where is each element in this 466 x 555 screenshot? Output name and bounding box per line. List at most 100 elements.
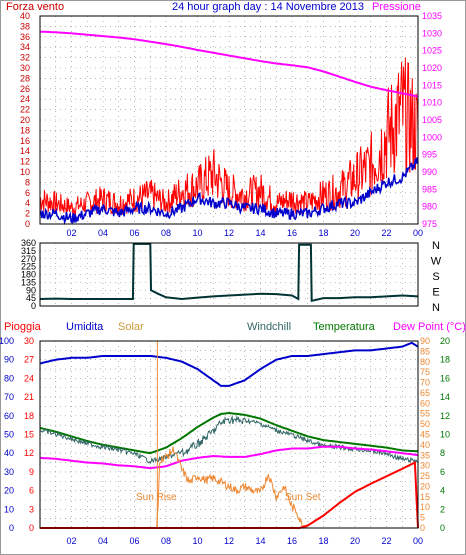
rain-axis-tick-6: 6 <box>29 486 34 496</box>
humidity-axis-tick-40: 40 <box>4 448 14 458</box>
climate-panel-x-tick-12: 12 <box>224 536 234 546</box>
solar-axis-tick-50: 50 <box>420 419 430 429</box>
humidity-axis-tick-30: 30 <box>4 467 14 477</box>
temperature-axis-tick-12: 12 <box>440 411 450 421</box>
pressure-axis-tick-990: 990 <box>422 167 437 177</box>
dew-point-series-line <box>39 445 419 470</box>
wind-axis-tick-28: 28 <box>20 73 30 83</box>
temperature-axis-tick-6: 6 <box>440 467 445 477</box>
climate-panel-x-tick-06: 06 <box>129 536 139 546</box>
pressure-axis-tick-1035: 1035 <box>422 11 442 21</box>
direction-axis-tick-45: 45 <box>26 293 36 303</box>
wind-panel-x-tick-12: 12 <box>224 228 234 238</box>
solar-axis-tick-55: 55 <box>420 409 430 419</box>
grid-layer <box>40 16 418 528</box>
legend-temperature: Temperatura <box>313 321 376 333</box>
sun-rise-label: Sun Rise <box>136 492 177 503</box>
temperature-axis-tick-10: 10 <box>440 430 450 440</box>
temperature-axis-tick-0: 0 <box>440 523 445 533</box>
rain-axis-tick-30: 30 <box>24 336 34 346</box>
solar-axis-tick-75: 75 <box>420 367 430 377</box>
solar-axis-tick-90: 90 <box>420 336 430 346</box>
legend-rain: Pioggia <box>4 321 42 333</box>
rain-axis-tick-24: 24 <box>24 373 34 383</box>
pressure-axis-tick-975: 975 <box>422 219 437 229</box>
temperature-axis-tick-18: 18 <box>440 355 450 365</box>
humidity-axis-tick-0: 0 <box>9 523 14 533</box>
wind-panel-x-tick-02: 02 <box>66 228 76 238</box>
sun-set-label: Sun Set <box>285 492 321 503</box>
pressure-axis-tick-1025: 1025 <box>422 46 442 56</box>
wind-panel-x-tick-14: 14 <box>255 228 265 238</box>
rain-axis-tick-18: 18 <box>24 411 34 421</box>
solar-axis-tick-25: 25 <box>420 471 430 481</box>
solar-axis-tick-40: 40 <box>420 440 430 450</box>
graph-title: 24 hour graph day : 14 Novembre 2013 <box>172 1 364 13</box>
umidita-series-line <box>39 341 419 387</box>
text-layer: 0246810121416182022242628303234363840975… <box>0 11 450 546</box>
humidity-axis-tick-50: 50 <box>4 430 14 440</box>
solar-axis-tick-80: 80 <box>420 357 430 367</box>
solar-series-line <box>156 446 309 529</box>
rain-axis-tick-9: 9 <box>29 467 34 477</box>
direction-panel-frame <box>39 242 419 307</box>
wind-axis-tick-20: 20 <box>20 115 30 125</box>
wind-axis-tick-40: 40 <box>20 11 30 21</box>
solar-axis-tick-60: 60 <box>420 398 430 408</box>
legend-dew-point: Dew Point (°C) <box>393 321 466 333</box>
direction-axis-tick-90: 90 <box>26 285 36 295</box>
wind-panel-frame <box>39 15 419 225</box>
climate-panel-x-tick-00: 00 <box>413 536 423 546</box>
frame-layer <box>39 15 419 529</box>
direction-axis-tick-360: 360 <box>21 238 36 248</box>
direction-letter-N: N <box>432 302 440 314</box>
wind-axis-tick-36: 36 <box>20 32 30 42</box>
wind-axis-tick-24: 24 <box>20 94 30 104</box>
temperature-axis-tick-16: 16 <box>440 373 450 383</box>
rain-axis-tick-12: 12 <box>24 448 34 458</box>
climate-panel-x-tick-18: 18 <box>318 536 328 546</box>
pressure-axis-tick-980: 980 <box>422 202 437 212</box>
solar-axis-tick-35: 35 <box>420 450 430 460</box>
temperature-axis-tick-20: 20 <box>440 336 450 346</box>
climate-panel-x-tick-14: 14 <box>255 536 265 546</box>
climate-panel-x-tick-08: 08 <box>161 536 171 546</box>
direction-letter-S: S <box>432 271 439 283</box>
direction-letter-W: W <box>431 256 442 268</box>
legend-windchill: Windchill <box>247 321 291 333</box>
wind-panel-x-tick-18: 18 <box>318 228 328 238</box>
wind-axis-tick-38: 38 <box>20 21 30 31</box>
solar-axis-tick-70: 70 <box>420 378 430 388</box>
climate-panel-x-tick-02: 02 <box>66 536 76 546</box>
temperature-axis-tick-4: 4 <box>440 486 445 496</box>
rain-axis-tick-21: 21 <box>24 392 34 402</box>
wind-panel-x-tick-04: 04 <box>98 228 108 238</box>
climate-panel-x-tick-20: 20 <box>350 536 360 546</box>
wind-panel-x-tick-22: 22 <box>381 228 391 238</box>
pressure-axis-tick-1030: 1030 <box>422 28 442 38</box>
wind-panel-x-tick-00: 00 <box>413 228 423 238</box>
wind-panel-x-tick-06: 06 <box>129 228 139 238</box>
direction-axis-tick-315: 315 <box>21 246 36 256</box>
wind-axis-tick-32: 32 <box>20 53 30 63</box>
pressure-axis-tick-1000: 1000 <box>422 132 442 142</box>
wind-panel-x-tick-16: 16 <box>287 228 297 238</box>
direction-axis-tick-225: 225 <box>21 262 36 272</box>
wind-axis-tick-12: 12 <box>20 157 30 167</box>
pressure-axis-tick-1015: 1015 <box>422 80 442 90</box>
solar-axis-tick-85: 85 <box>420 346 430 356</box>
humidity-axis-tick-100: 100 <box>0 336 14 346</box>
temperature-axis-tick-8: 8 <box>440 448 445 458</box>
direction-letter-N: N <box>432 240 440 252</box>
wind-axis-tick-18: 18 <box>20 125 30 135</box>
legend-humidity: Umidita <box>66 321 104 333</box>
pressure-series-line <box>39 30 419 98</box>
solar-axis-tick-65: 65 <box>420 388 430 398</box>
climate-panel-frame <box>39 340 419 529</box>
temperatura-series-line <box>39 411 419 455</box>
wind-panel-x-tick-08: 08 <box>161 228 171 238</box>
direction-axis-tick-180: 180 <box>21 270 36 280</box>
humidity-axis-tick-10: 10 <box>4 504 14 514</box>
pressure-axis-tick-1005: 1005 <box>422 115 442 125</box>
